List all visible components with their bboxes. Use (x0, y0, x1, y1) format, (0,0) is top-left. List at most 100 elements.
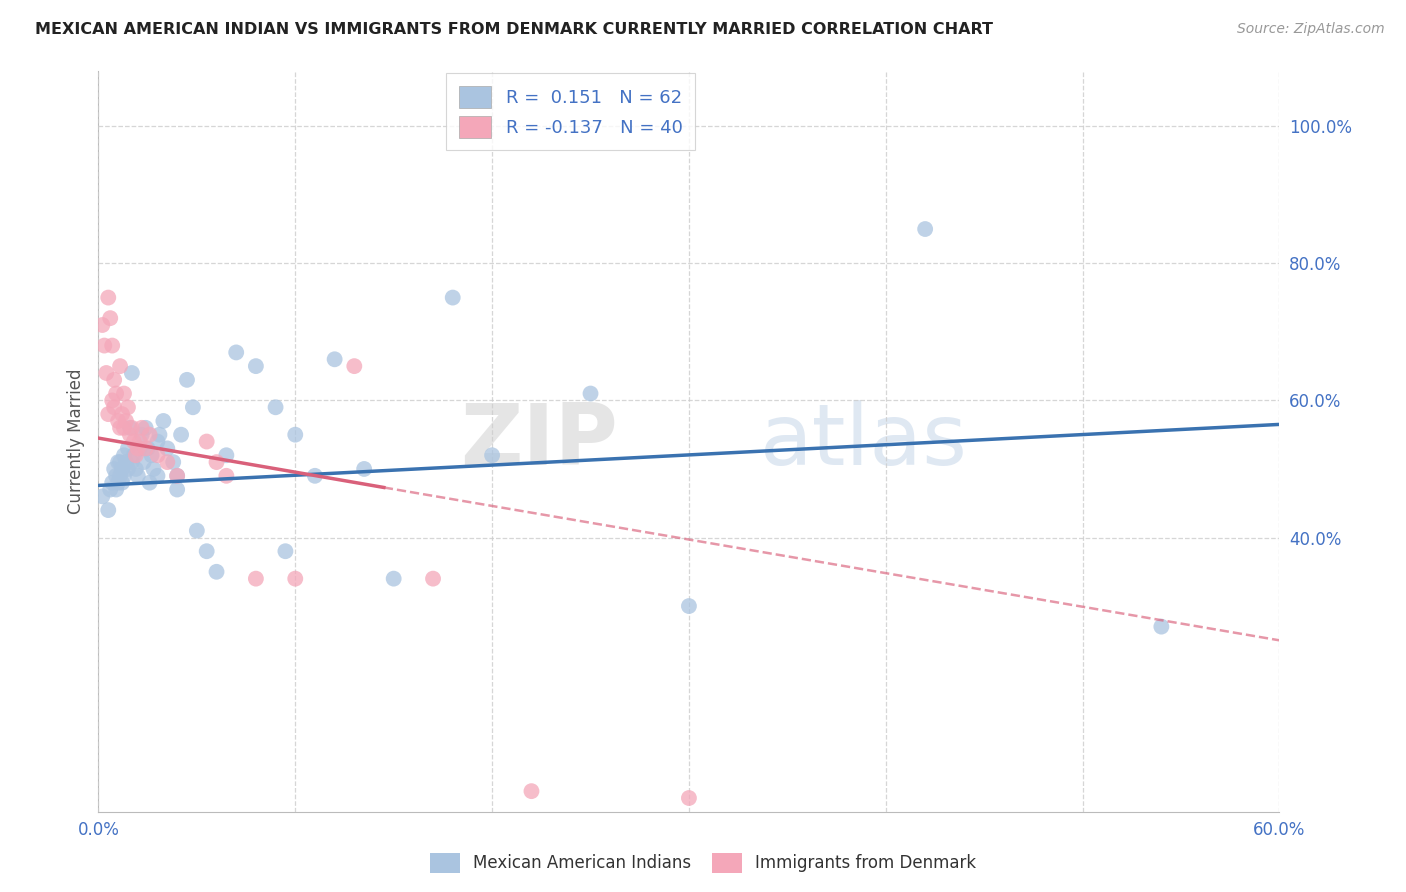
Point (166, 468, 188, 483)
Point (115, 414, 138, 428)
Point (215, 468, 238, 483)
Point (111, 407, 134, 421)
Point (91, 489, 114, 503)
Point (117, 401, 139, 415)
Point (112, 468, 135, 483)
Point (195, 544, 218, 558)
Point (118, 421, 141, 435)
Point (148, 427, 170, 442)
Point (131, 421, 153, 435)
Point (108, 468, 131, 483)
Point (97, 291, 120, 305)
Point (245, 359, 267, 373)
Point (441, 291, 464, 305)
Y-axis label: Currently Married: Currently Married (66, 368, 84, 515)
Point (108, 421, 131, 435)
Point (112, 421, 135, 435)
Point (117, 442, 139, 456)
Point (181, 401, 204, 415)
Point (205, 565, 228, 579)
Point (343, 359, 366, 373)
Point (146, 434, 169, 449)
Point (284, 427, 307, 442)
Point (205, 455, 228, 469)
Point (127, 468, 149, 483)
Point (152, 414, 174, 428)
Point (156, 455, 179, 469)
Point (101, 393, 124, 408)
Point (135, 442, 157, 456)
Point (107, 414, 129, 428)
Point (215, 448, 238, 462)
Point (162, 455, 184, 469)
Point (97, 503, 120, 517)
Point (122, 448, 145, 462)
Point (353, 462, 375, 476)
Point (141, 448, 163, 462)
Point (98, 483, 121, 497)
Point (96, 366, 118, 380)
Point (105, 386, 128, 401)
Point (914, 222, 936, 236)
Point (304, 468, 326, 483)
Text: MEXICAN AMERICAN INDIAN VS IMMIGRANTS FROM DENMARK CURRENTLY MARRIED CORRELATION: MEXICAN AMERICAN INDIAN VS IMMIGRANTS FR… (35, 22, 993, 37)
Point (111, 475, 134, 490)
Point (93, 338, 115, 352)
Point (121, 366, 143, 380)
Point (91, 318, 114, 332)
Text: Source: ZipAtlas.com: Source: ZipAtlas.com (1237, 22, 1385, 37)
Point (101, 338, 124, 352)
Point (108, 359, 131, 373)
Point (176, 373, 198, 387)
Text: atlas: atlas (759, 400, 967, 483)
Point (128, 442, 150, 456)
Point (520, 784, 543, 798)
Point (146, 468, 169, 483)
Point (103, 462, 125, 476)
Point (264, 401, 287, 415)
Point (678, 599, 700, 613)
Point (118, 427, 141, 442)
Point (127, 442, 149, 456)
Point (678, 791, 700, 805)
Point (195, 434, 218, 449)
Point (170, 427, 193, 442)
Point (112, 448, 135, 462)
Point (105, 483, 128, 497)
Point (274, 544, 297, 558)
Point (146, 448, 169, 462)
Point (101, 475, 124, 490)
Point (138, 427, 160, 442)
Point (107, 475, 129, 490)
Point (284, 572, 307, 586)
Point (128, 434, 150, 449)
Point (125, 462, 148, 476)
Point (108, 455, 131, 469)
Point (142, 462, 165, 476)
Point (138, 475, 160, 490)
Point (122, 434, 145, 449)
Point (97, 407, 120, 421)
Text: ZIP: ZIP (460, 400, 619, 483)
Point (186, 524, 208, 538)
Point (382, 572, 405, 586)
Point (112, 386, 135, 401)
Point (121, 421, 143, 435)
Point (103, 373, 125, 387)
Point (132, 455, 155, 469)
Point (98, 311, 121, 326)
Point (131, 427, 153, 442)
Point (111, 462, 134, 476)
Point (107, 455, 129, 469)
Point (136, 442, 159, 456)
Point (156, 442, 179, 456)
Point (481, 448, 503, 462)
Point (105, 468, 128, 483)
Point (166, 483, 188, 497)
Point (245, 572, 267, 586)
Point (225, 345, 247, 359)
Point (117, 462, 139, 476)
Point (579, 386, 602, 401)
Point (125, 448, 148, 462)
Point (121, 455, 143, 469)
